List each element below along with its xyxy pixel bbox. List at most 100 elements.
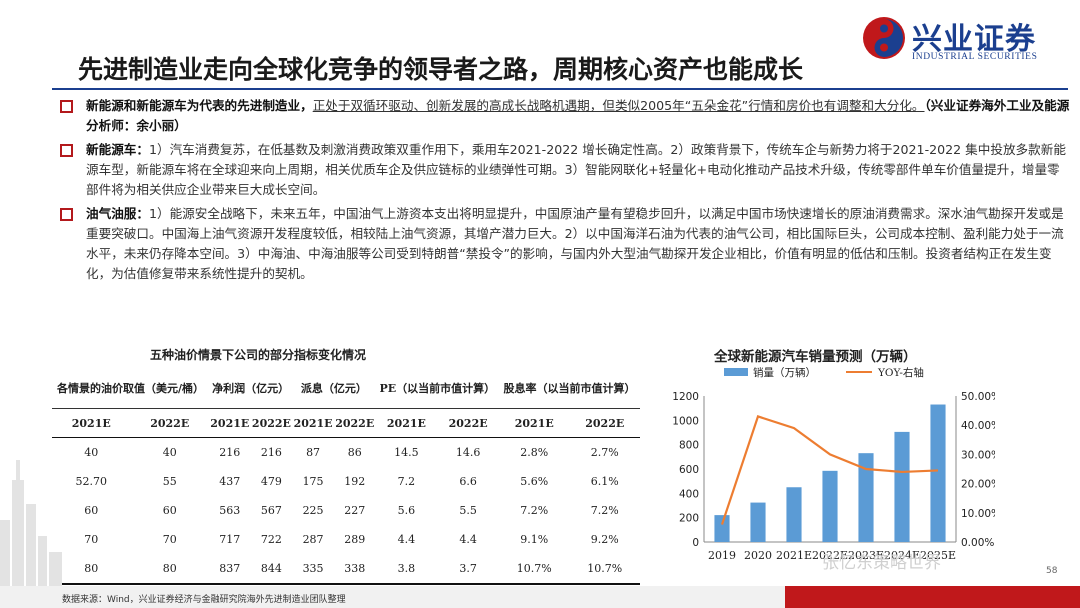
- table-cell: 60: [84, 504, 99, 517]
- table-cell: 227: [344, 504, 366, 517]
- table-row: 60 60 563 567 225 227 5.6 5.5 7.2% 7.2%: [52, 496, 640, 525]
- bar: [714, 515, 730, 542]
- table-year-header: 2022E: [250, 408, 293, 438]
- legend-label: YOY-右轴: [877, 366, 924, 379]
- table-cell: 717: [219, 533, 241, 546]
- table-row: 40 40 216 216 87 86 14.5 14.6 2.8% 2.7%: [52, 438, 640, 468]
- table-cell: 563: [219, 504, 241, 517]
- table-group-header: 派息（亿元）: [292, 368, 376, 409]
- table-cell: 3.8: [375, 554, 438, 585]
- table-cell: 86: [347, 446, 362, 459]
- table-group-header: 净利润（亿元）: [208, 368, 293, 409]
- table-year-header: 2021E: [208, 408, 251, 438]
- bar: [822, 470, 838, 542]
- table-cell: 338: [333, 554, 376, 585]
- bullet-item: 新能源和新能源车为代表的先进制造业，正处于双循环驱动、创新发展的高成长战略机遇期…: [60, 96, 1070, 136]
- bar: [894, 431, 910, 542]
- table-cell: 60: [162, 504, 177, 517]
- table-year-header: 2022E: [333, 408, 376, 438]
- table-cell: 70: [84, 533, 99, 546]
- x-tick-label: 2023E: [848, 549, 884, 562]
- table-year-header: 2021E: [375, 408, 438, 438]
- x-tick-label: 2025E: [920, 549, 956, 562]
- table-cell: 2.7%: [590, 446, 619, 459]
- y-tick-label-left: 1200: [672, 391, 699, 403]
- table-cell: 7.2%: [520, 504, 549, 517]
- table-cell: 335: [292, 554, 334, 585]
- watermark-text: 张忆东策略世界: [822, 553, 941, 573]
- title-divider: [52, 88, 1068, 90]
- bullet-list: 新能源和新能源车为代表的先进制造业，正处于双循环驱动、创新发展的高成长战略机遇期…: [60, 96, 1070, 288]
- table-cell: 287: [302, 533, 324, 546]
- table-cell: 175: [302, 475, 324, 488]
- table-cell: 225: [302, 504, 324, 517]
- table-cell: 9.1%: [520, 533, 549, 546]
- table-cell: 2.8%: [520, 446, 549, 459]
- table-cell: 6.1%: [590, 475, 619, 488]
- table-cell: 5.6: [397, 504, 416, 517]
- table-body: 40 40 216 216 87 86 14.5 14.6 2.8% 2.7% 52.70 55 437…: [52, 438, 640, 585]
- page-number: 58: [1046, 566, 1058, 576]
- table-row: 70 70 717 722 287 289 4.4 4.4 9.1% 9.2%: [52, 525, 640, 554]
- bullet-heading: 油气油服：: [86, 206, 149, 221]
- table-cell: 70: [162, 533, 177, 546]
- y-tick-label-left: 800: [679, 440, 699, 452]
- brand-name-en: INDUSTRIAL SECURITIES: [912, 52, 1038, 62]
- y-tick-label-right: 10.00%: [961, 508, 995, 520]
- table-cell: 7.2: [397, 475, 416, 488]
- table-cell: 7.2%: [590, 504, 619, 517]
- table-cell: 567: [260, 504, 282, 517]
- table-year-header: 2021E: [292, 408, 334, 438]
- table-year-header: 2021E: [52, 408, 131, 438]
- bullet-analyst-note: （兴业证券海外工业及能源分析师：余小丽）: [86, 98, 1070, 133]
- city-skyline-decoration: [0, 460, 62, 586]
- table-cell: 80: [52, 554, 131, 585]
- x-tick-label: 2024E: [884, 549, 920, 562]
- table-cell: 216: [219, 446, 241, 459]
- bullet-square-icon: [60, 144, 73, 157]
- brand-logo-icon: [863, 17, 905, 59]
- table-cell: 14.6: [455, 446, 481, 459]
- bullet-body: 1）能源安全战略下，未来五年，中国油气上游资本支出将明显提升，中国原油产量有望稳…: [86, 206, 1064, 281]
- table-row: 80 80 837 844 335 338 3.8 3.7 10.7% 10.7%: [52, 554, 640, 585]
- table-cell: 192: [344, 475, 366, 488]
- nev-sales-chart: 销量（万辆） YOY-右轴 0 200 400 600 800 1000 1200 0.00% 10…: [672, 366, 995, 562]
- y-tick-label-right: 40.00%: [961, 420, 995, 432]
- table-cell: 52.70: [75, 475, 107, 488]
- brand-logo: 兴业证券 INDUSTRIAL SECURITIES: [862, 10, 1068, 66]
- table-cell: 40: [84, 446, 99, 459]
- page-title: 先进制造业走向全球化竞争的领导者之路，周期核心资产也能成长: [78, 55, 804, 84]
- table-cell: 5.5: [459, 504, 477, 517]
- table-cell: 40: [162, 446, 177, 459]
- y-tick-label-left: 600: [679, 464, 699, 476]
- table-cell: 289: [344, 533, 366, 546]
- table-cell: 10.7%: [569, 554, 640, 585]
- table-cell: 80: [130, 554, 209, 585]
- table-cell: 55: [162, 475, 177, 488]
- bar: [930, 404, 946, 542]
- table-cell: 3.7: [437, 554, 499, 585]
- legend-swatch-bar: [724, 368, 748, 376]
- footer-accent: [785, 586, 1080, 608]
- brand-name-cn: 兴业证券: [912, 22, 1036, 57]
- table-cell: 4.4: [397, 533, 416, 546]
- table-cell: 216: [260, 446, 282, 459]
- y-tick-label-right: 50.00%: [961, 391, 995, 403]
- table-year-header: 2022E: [130, 408, 209, 438]
- x-tick-label: 2020: [744, 549, 772, 562]
- table-group-header: PE（以当前市值计算）: [375, 368, 499, 409]
- bullet-square-icon: [60, 100, 73, 113]
- table-row: 52.70 55 437 479 175 192 7.2 6.6 5.6% 6.1%: [52, 467, 640, 496]
- table-year-header: 2022E: [437, 408, 499, 438]
- table-cell: 6.6: [459, 475, 477, 488]
- table-year-header: 2022E: [569, 408, 640, 438]
- table-cell: 479: [260, 475, 282, 488]
- x-tick-label: 2022E: [812, 549, 848, 562]
- bar: [858, 453, 874, 542]
- bullet-heading: 新能源和新能源车为代表的先进制造业，: [86, 98, 313, 113]
- table-group-header: 股息率（以当前市值计算）: [499, 368, 640, 409]
- legend-label: 销量（万辆）: [753, 366, 816, 379]
- y-tick-label-right: 0.00%: [961, 537, 994, 549]
- bullet-heading: 新能源车：: [86, 142, 149, 157]
- bullet-square-icon: [60, 208, 73, 221]
